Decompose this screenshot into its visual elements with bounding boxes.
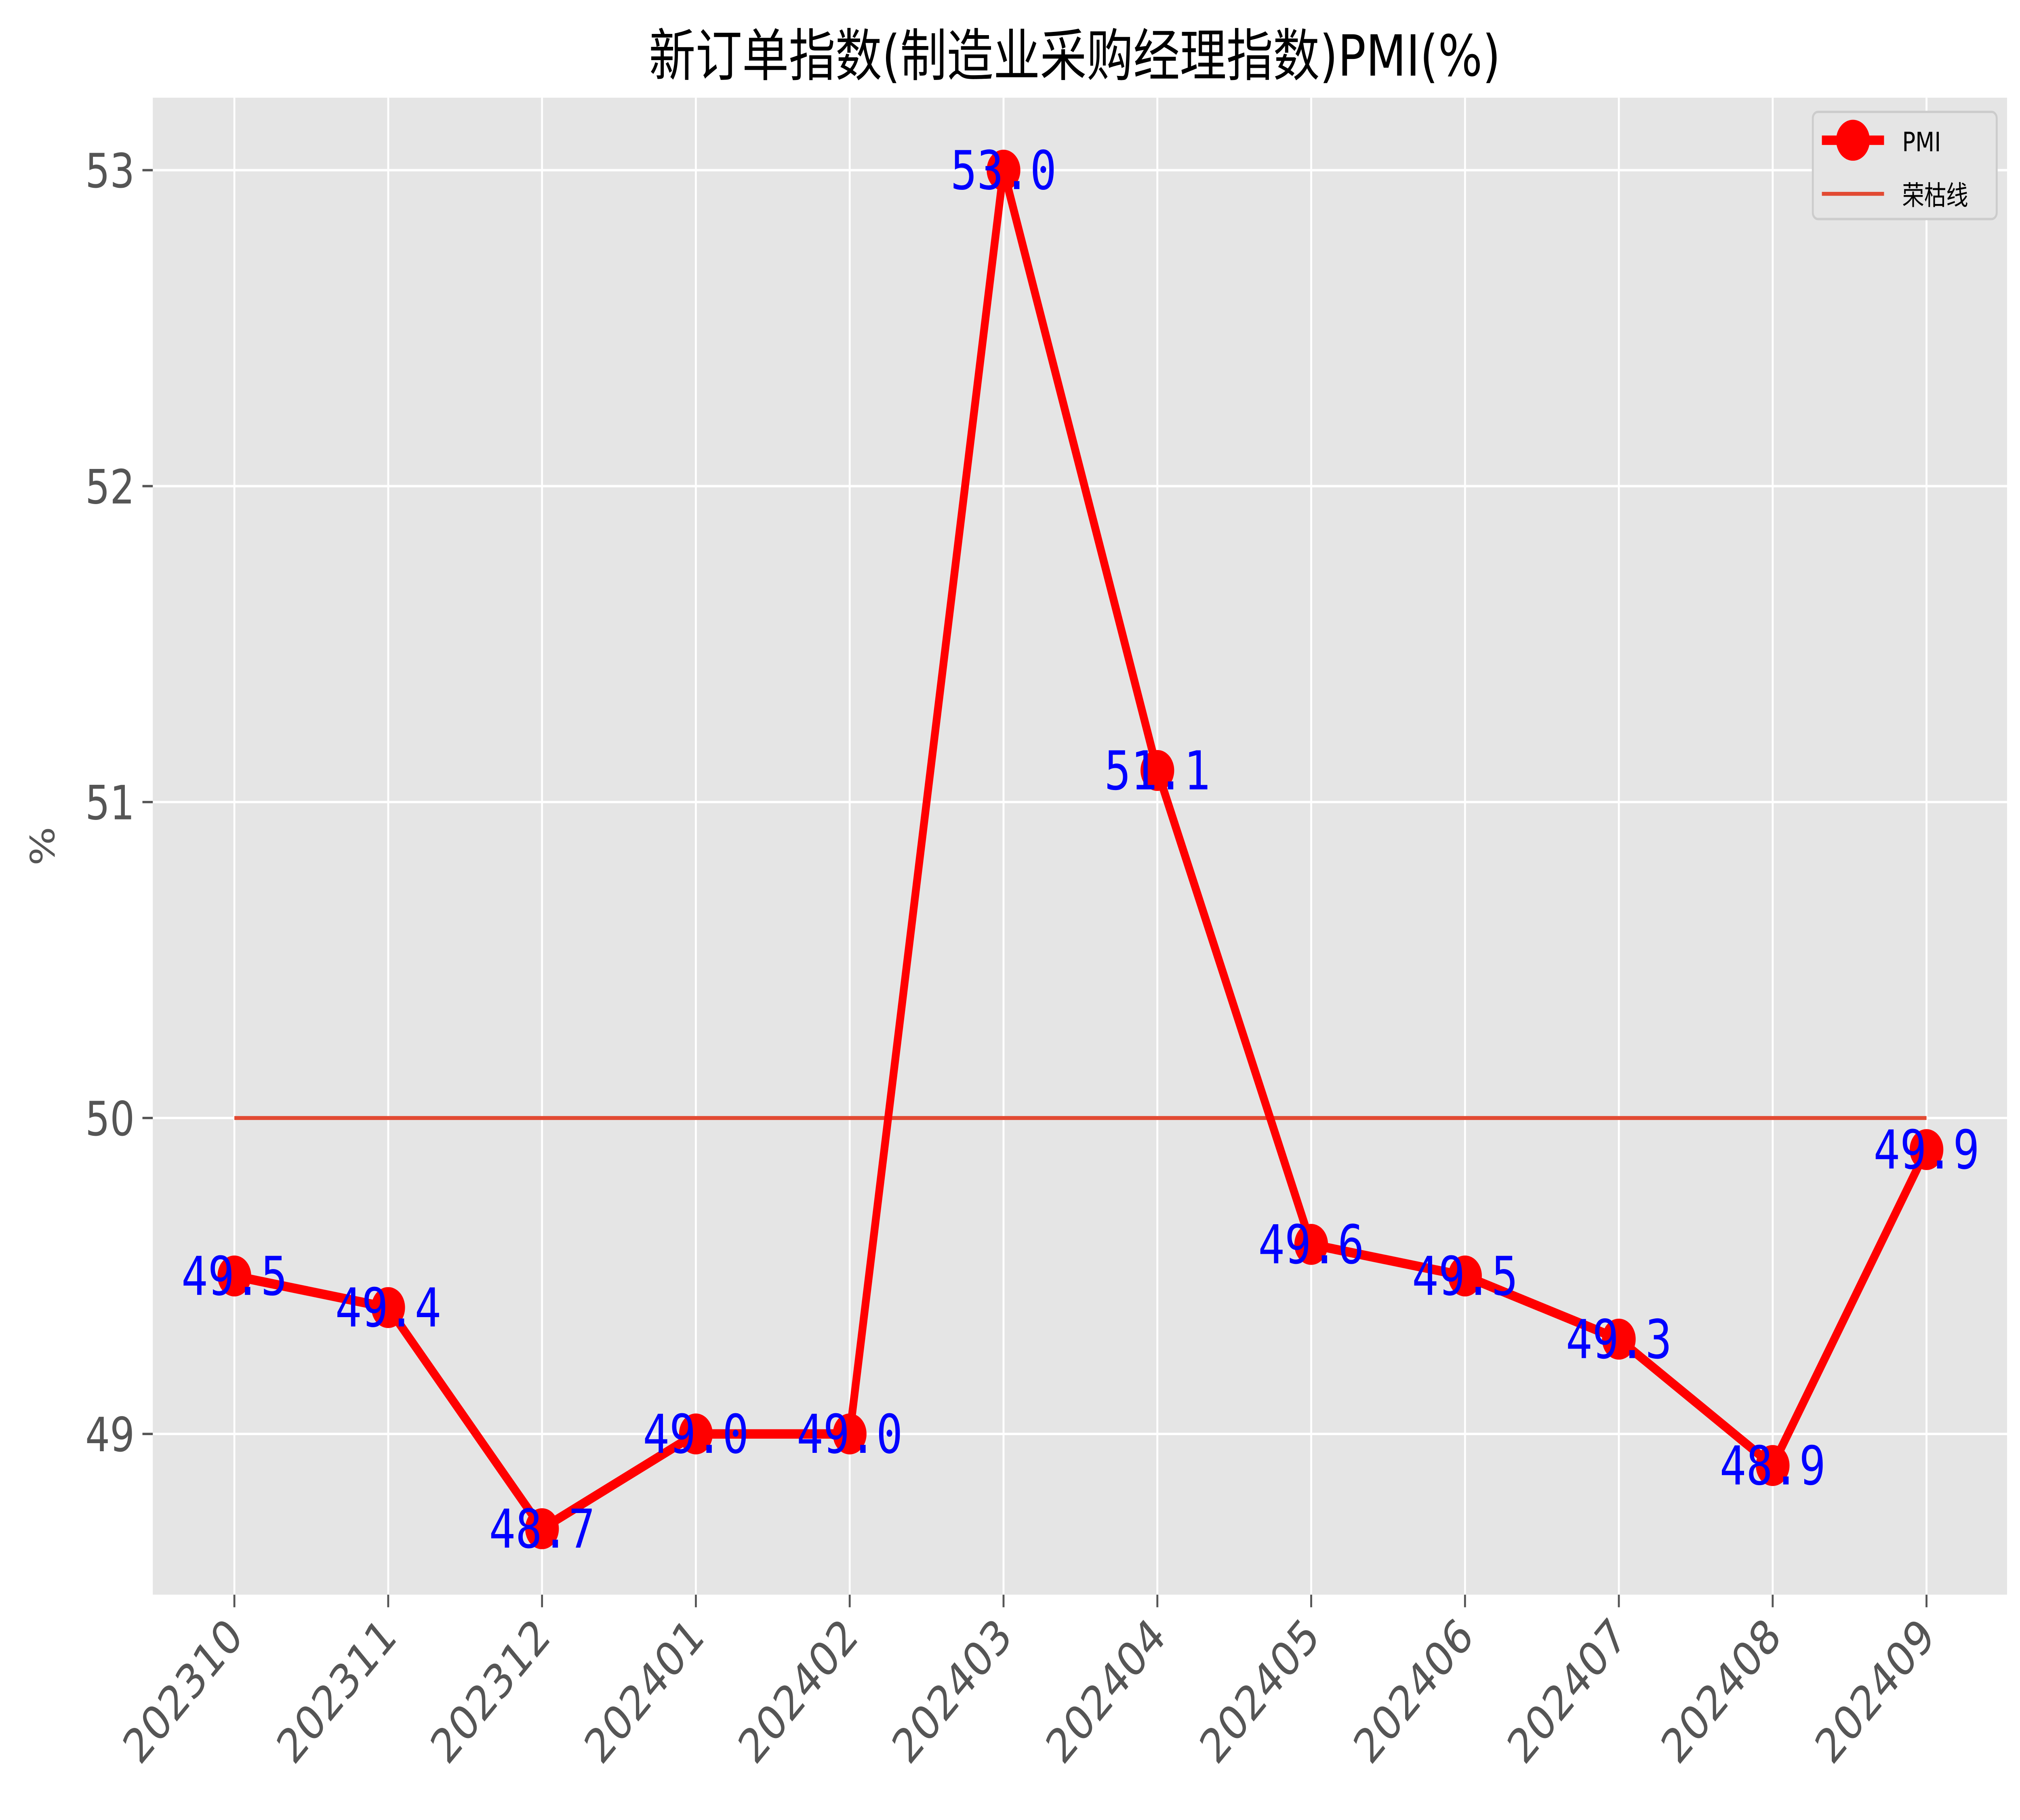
pmi-marker: [1602, 1318, 1636, 1360]
plot-area: [153, 97, 2007, 1595]
y-tick-label: 49: [85, 1408, 135, 1463]
pmi-marker: [217, 1255, 251, 1297]
data-label: 49.4: [335, 1277, 441, 1339]
pmi-line: [234, 165, 1930, 1534]
legend-label-baseline: 荣枯线: [1902, 181, 1968, 211]
legend-label-pmi: PMI: [1902, 127, 1941, 158]
pmi-marker: [833, 1413, 867, 1454]
series-layer: [217, 149, 1944, 1549]
pmi-marker: [987, 149, 1021, 191]
x-tick-label: 202311: [269, 1608, 405, 1775]
y-tick-label: 52: [85, 460, 135, 515]
x-tick-label: 202310: [115, 1608, 251, 1775]
pmi-marker: [1294, 1224, 1328, 1265]
x-tick-label: 202407: [1499, 1608, 1636, 1775]
data-label: 49.9: [1873, 1119, 1979, 1181]
data-label: 53.0: [951, 139, 1056, 202]
x-tick-label: 202404: [1038, 1608, 1174, 1775]
x-tick-label: 202312: [423, 1608, 559, 1775]
grid-lines: [153, 97, 2007, 1595]
x-tick-label: 202409: [1807, 1608, 1943, 1775]
legend-pmi-marker-icon: [1836, 120, 1870, 161]
data-label: 49.6: [1258, 1213, 1364, 1276]
pmi-marker: [1140, 750, 1174, 791]
chart-title: 新订单指数(制造业采购经理指数)PMI(%): [649, 23, 1500, 89]
x-axis-ticks: 202310 202311 202312 202401 202402 202403 2024…: [115, 1595, 1944, 1774]
data-label: 49.0: [643, 1403, 749, 1466]
x-tick-label: 202401: [576, 1608, 713, 1775]
pmi-marker: [1756, 1445, 1790, 1486]
pmi-marker: [1909, 1129, 1944, 1170]
data-label: 49.5: [1412, 1245, 1518, 1307]
x-tick-label: 202405: [1191, 1608, 1328, 1775]
y-tick-label: 51: [85, 776, 135, 831]
x-tick-label: 202408: [1653, 1608, 1790, 1775]
y-axis-label: %: [23, 827, 62, 866]
y-tick-label: 53: [85, 144, 135, 199]
data-label: 51.1: [1105, 740, 1210, 802]
y-axis-ticks: 49 50 51 52 53: [85, 144, 153, 1463]
data-label: 48.7: [489, 1498, 595, 1560]
data-label: 48.9: [1720, 1435, 1826, 1497]
x-tick-label: 202402: [730, 1608, 867, 1775]
legend: PMI 荣枯线: [1812, 111, 1998, 221]
x-tick-label: 202403: [884, 1608, 1021, 1775]
pmi-marker: [525, 1508, 559, 1549]
data-label: 49.5: [181, 1245, 287, 1307]
pmi-marker: [1448, 1255, 1482, 1297]
pmi-marker: [371, 1287, 405, 1328]
y-tick-label: 50: [85, 1092, 135, 1147]
data-label: 49.3: [1566, 1308, 1672, 1371]
pmi-marker: [679, 1413, 713, 1454]
data-labels: 49.5 49.4 48.7 49.0 49.0 53.0 51.1 49.6 49.5 49.3…: [181, 139, 1980, 1561]
data-label: 49.0: [797, 1403, 903, 1466]
x-tick-label: 202406: [1345, 1608, 1482, 1775]
